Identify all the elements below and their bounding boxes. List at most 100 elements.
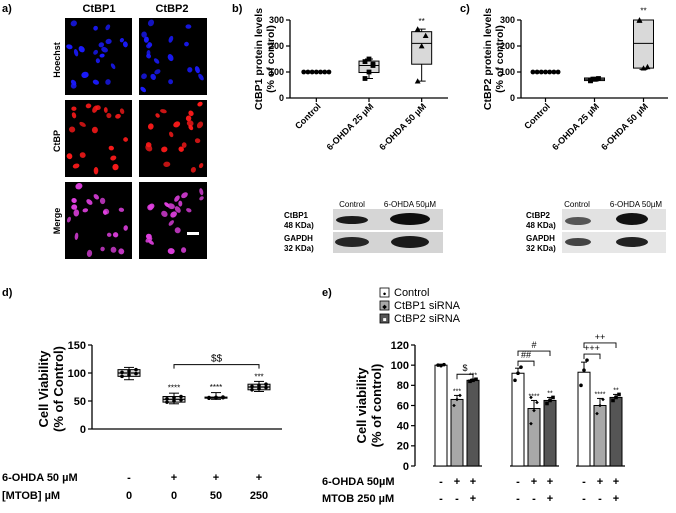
data-point [414,78,421,84]
data-point [326,69,332,75]
cell-nucleus [185,115,192,122]
x-tick-label: 6-OHDA 25 µM [325,101,376,152]
data-point [534,69,540,75]
data-point [644,63,651,70]
cell-nucleus [198,73,204,81]
treatment-value: + [613,493,619,505]
significance-label: **** [168,383,180,392]
treatment-value: - [582,493,586,505]
data-point [414,26,421,32]
cell-nucleus [71,112,77,119]
cell-nucleus [119,108,125,115]
bracket-label: # [531,340,536,350]
data-point [551,395,555,400]
blot-c-row1-l2: 48 KDa) [526,221,556,230]
cell-nucleus [147,19,155,27]
treatment-value: 0 [126,490,132,502]
cell-nucleus [100,246,105,252]
legend-label: CtBP1 siRNA [394,300,461,312]
data-point [313,69,319,75]
western-blot-b: Control 6-OHDA 50µM CtBP1 48 KDa) GAPDH … [284,200,443,253]
cell-nucleus [141,31,147,38]
y-axis-label: (% of control) [494,25,506,93]
treatment-value: + [171,472,177,484]
bar [466,379,480,467]
panel-label-e: e) [322,287,332,299]
cell-nucleus [93,167,99,175]
significance-bracket [583,353,601,360]
treatment-row-label: [MTOB] µM [2,490,60,502]
cell-nucleus [71,197,77,204]
treatment-value: 0 [171,490,177,502]
cell-nucleus [105,38,112,45]
treatment-value: + [213,472,219,484]
data-point [543,69,548,75]
data-point [370,61,376,67]
box-1 [358,56,380,81]
y-tick-label: 100 [269,67,284,77]
blot-b-row2-l1: GAPDH [284,234,313,243]
cell-nucleus [168,79,174,85]
bracket-label: ++ [595,332,606,342]
cell-nucleus [91,126,98,134]
treatment-value: - [532,493,536,505]
cell-nucleus [72,163,80,169]
significance-label: **** [595,391,606,398]
cell-nucleus [108,145,114,151]
data-point [519,365,523,369]
box-3 [247,380,271,392]
cell-nucleus [70,20,77,27]
data-point [617,392,621,397]
data-point [301,69,307,75]
cell-nucleus [180,247,187,253]
y-tick-label: 100 [391,360,409,372]
treatment-row-label: 6-OHDA 50µM [322,476,395,488]
x-tick-label: 6-OHDA 50 µM [599,101,650,152]
treatment-value: - [516,493,520,505]
blot-c-band-ctbp2-ohda [616,213,648,225]
treatment-value: + [454,476,460,488]
cell-nucleus [99,53,105,58]
cell-nucleus [115,113,121,119]
y-axis-label: (% of Control) [51,346,66,432]
chart-d: 0 50 100 150 Cell Viability (% of Control) ***… [2,340,282,502]
cell-nucleus [199,196,204,201]
western-blot-c: Control 6-OHDA 50µM CtBP2 48 KDa) GAPDH … [526,200,666,253]
data-point [214,395,218,400]
panel-label-a: a) [2,3,12,15]
cell-nucleus [148,203,155,210]
y-tick-label: 0 [279,93,284,103]
blot-b-header-2: 6-OHDA 50µM [384,200,437,209]
micro-col-label-1: CtBP1 [82,3,115,15]
data-point [555,69,561,75]
treatment-value: - [439,493,443,505]
treatment-value: - [582,476,586,488]
y-tick-label: 200 [500,41,515,51]
box-2 [633,17,654,71]
data-point [120,370,124,375]
cell-nucleus [140,86,147,93]
legend-marker: ● [383,292,387,298]
y-tick-label: 50 [74,396,86,408]
treatment-value: + [470,476,476,488]
cell-nucleus [169,131,174,138]
treatment-value: + [597,476,603,488]
data-point [250,388,254,392]
cell-nucleus [118,207,125,212]
cell-nucleus [167,203,175,210]
legend-marker: ■ [383,318,387,324]
cell-nucleus [150,73,156,80]
x-tick-label: Control [293,101,323,131]
data-point [596,76,601,81]
treatment-value: 250 [250,490,268,502]
data-point [172,395,176,400]
data-point [127,373,131,377]
bar [434,364,448,467]
cell-nucleus [186,208,192,213]
cell-nucleus [93,49,99,55]
significance-bracket [173,364,260,369]
cell-nucleus [199,188,204,196]
data-point [614,395,618,400]
bar [609,396,623,467]
significance-bracket [583,342,617,348]
